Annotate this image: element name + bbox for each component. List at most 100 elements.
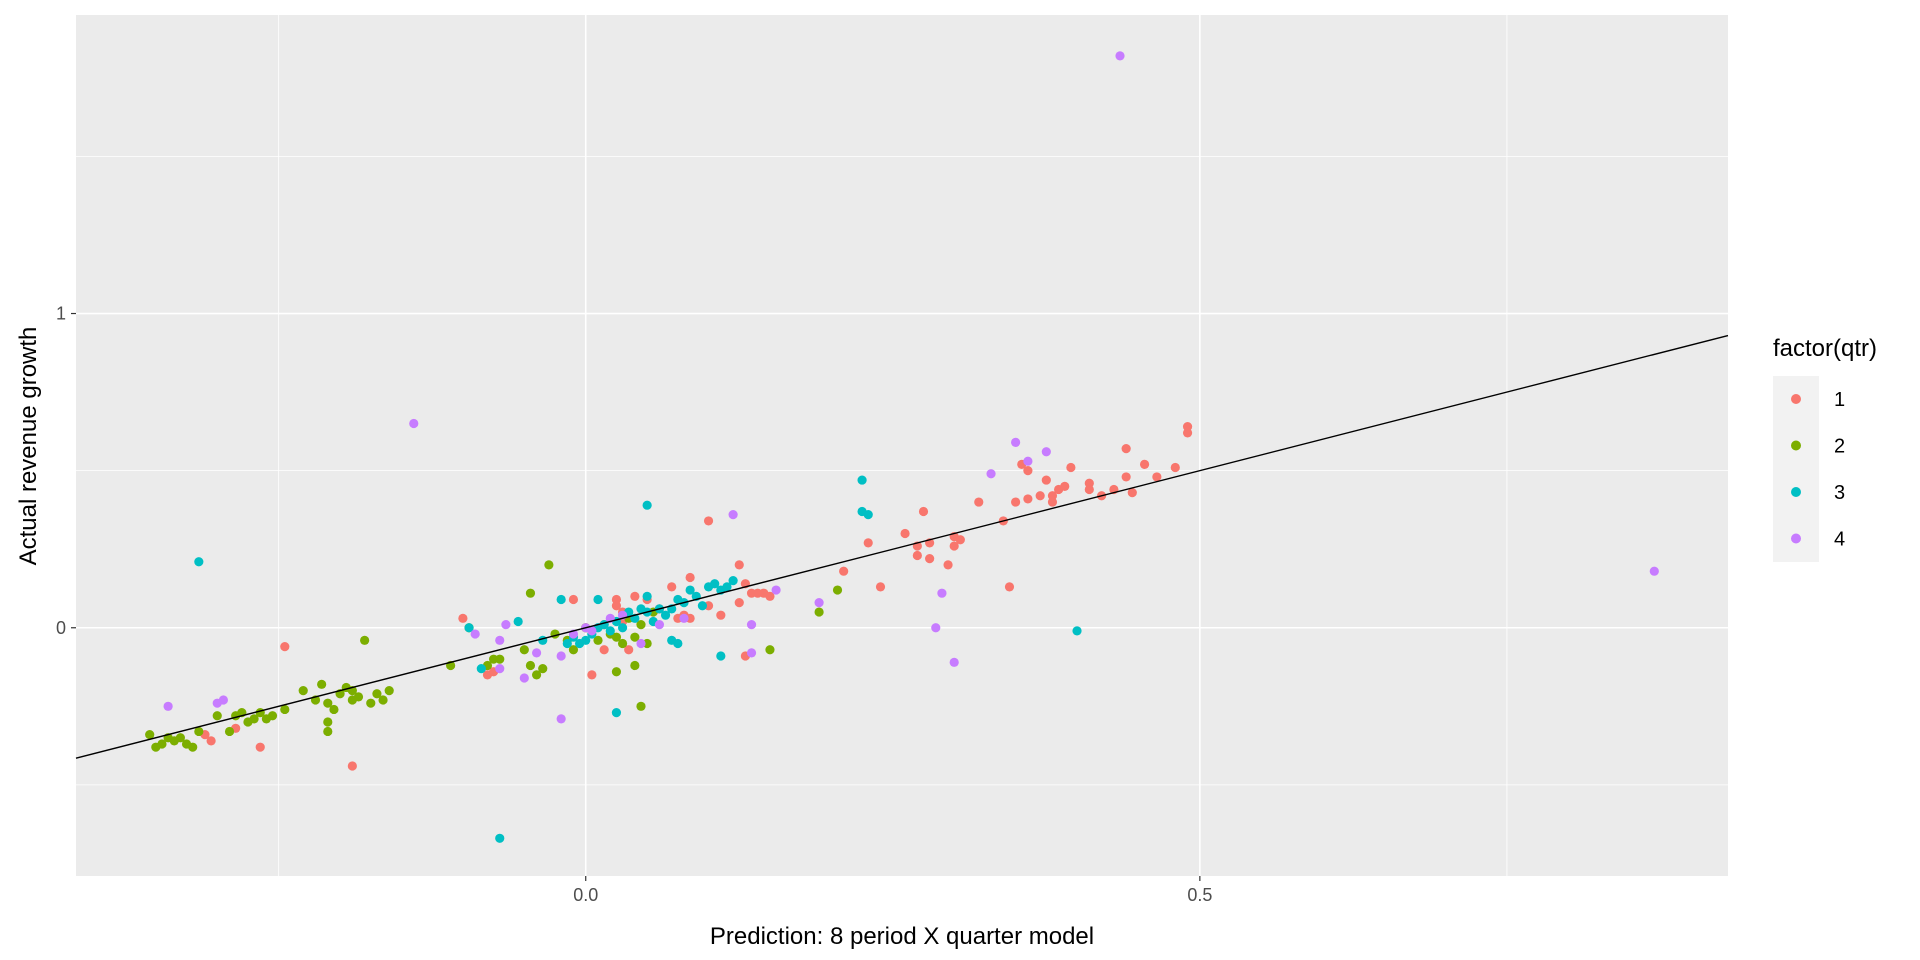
- data-point: [1023, 466, 1033, 476]
- data-point: [955, 535, 965, 545]
- data-point: [630, 660, 640, 671]
- data-point: [513, 616, 523, 627]
- data-point: [611, 707, 622, 718]
- data-point: [224, 726, 235, 737]
- data-point: [323, 717, 333, 727]
- y-tick-label: 0: [56, 618, 66, 638]
- data-point: [1182, 428, 1193, 438]
- legend-key-1: [1791, 394, 1801, 404]
- data-point: [599, 645, 609, 655]
- data-point: [746, 648, 757, 658]
- data-point: [832, 585, 843, 595]
- data-point: [1121, 444, 1131, 454]
- data-point: [636, 701, 646, 711]
- data-point: [716, 651, 726, 661]
- data-point: [1004, 582, 1015, 592]
- data-point: [587, 670, 597, 680]
- x-tick-label: 0.5: [1187, 885, 1212, 905]
- data-point: [212, 698, 222, 708]
- data-point: [495, 654, 505, 664]
- data-point: [765, 645, 775, 655]
- data-point: [470, 629, 480, 639]
- data-point: [1084, 484, 1094, 495]
- data-point: [611, 632, 622, 642]
- data-point: [1011, 437, 1021, 447]
- y-tick-label: 1: [56, 304, 66, 324]
- data-point: [654, 620, 665, 630]
- data-point: [323, 726, 333, 737]
- data-point: [280, 642, 290, 652]
- data-point: [525, 660, 536, 671]
- data-point: [1023, 456, 1033, 466]
- reference-line: [75, 334, 1729, 759]
- data-point: [863, 510, 873, 520]
- data-point: [212, 711, 222, 721]
- legend-key-3: [1791, 487, 1801, 497]
- data-point: [531, 648, 542, 658]
- data-point: [568, 594, 579, 605]
- data-point: [360, 635, 370, 645]
- series-3: [194, 475, 1082, 843]
- data-point: [937, 588, 947, 598]
- data-point: [562, 638, 572, 649]
- data-point: [458, 613, 468, 623]
- data-point: [605, 626, 615, 636]
- data-point: [986, 469, 996, 479]
- data-point: [593, 635, 603, 645]
- data-point: [1066, 462, 1076, 473]
- data-point: [814, 598, 824, 608]
- grid-minor: [76, 15, 1728, 876]
- data-point: [630, 632, 640, 642]
- data-point: [519, 673, 529, 683]
- data-point: [372, 689, 382, 699]
- data-point: [734, 598, 744, 608]
- data-point: [175, 733, 186, 743]
- legend-key-4: [1791, 533, 1801, 544]
- data-point: [593, 594, 603, 605]
- data-point: [531, 670, 542, 680]
- data-point: [194, 726, 204, 737]
- data-point: [611, 601, 622, 611]
- data-point: [611, 594, 622, 605]
- data-point: [839, 566, 849, 576]
- data-point: [925, 554, 935, 564]
- data-point: [587, 626, 597, 636]
- data-point: [636, 638, 646, 649]
- data-point: [673, 638, 683, 649]
- data-point: [409, 418, 419, 429]
- data-point: [771, 585, 781, 595]
- data-point: [857, 475, 867, 485]
- data-point: [495, 664, 505, 674]
- data-point: [538, 635, 548, 645]
- data-point: [519, 645, 529, 655]
- data-point: [347, 761, 357, 771]
- data-point: [949, 541, 959, 551]
- data-point: [206, 736, 216, 746]
- data-point: [476, 664, 486, 674]
- data-point: [636, 620, 646, 630]
- data-point: [710, 579, 720, 589]
- x-axis: 0.0 0.5: [573, 876, 1212, 905]
- legend: factor(qtr) 1 2 3 4: [1773, 335, 1877, 562]
- data-point: [660, 610, 671, 620]
- data-point: [329, 704, 339, 715]
- data-point: [716, 610, 726, 620]
- data-point: [525, 588, 536, 598]
- data-point: [280, 704, 290, 715]
- data-point: [765, 591, 775, 601]
- data-point: [875, 582, 886, 592]
- data-point: [1649, 566, 1659, 576]
- data-point: [746, 620, 757, 630]
- data-point: [1115, 51, 1125, 61]
- x-axis-title: Prediction: 8 period X quarter model: [710, 923, 1094, 950]
- data-point: [1047, 497, 1058, 507]
- data-point: [1127, 488, 1137, 498]
- data-point: [163, 701, 173, 711]
- legend-key-background: [1773, 376, 1819, 562]
- data-point: [617, 623, 628, 633]
- data-point: [974, 497, 984, 507]
- grid-major: [76, 15, 1728, 876]
- data-point: [814, 607, 824, 617]
- data-point: [378, 695, 388, 705]
